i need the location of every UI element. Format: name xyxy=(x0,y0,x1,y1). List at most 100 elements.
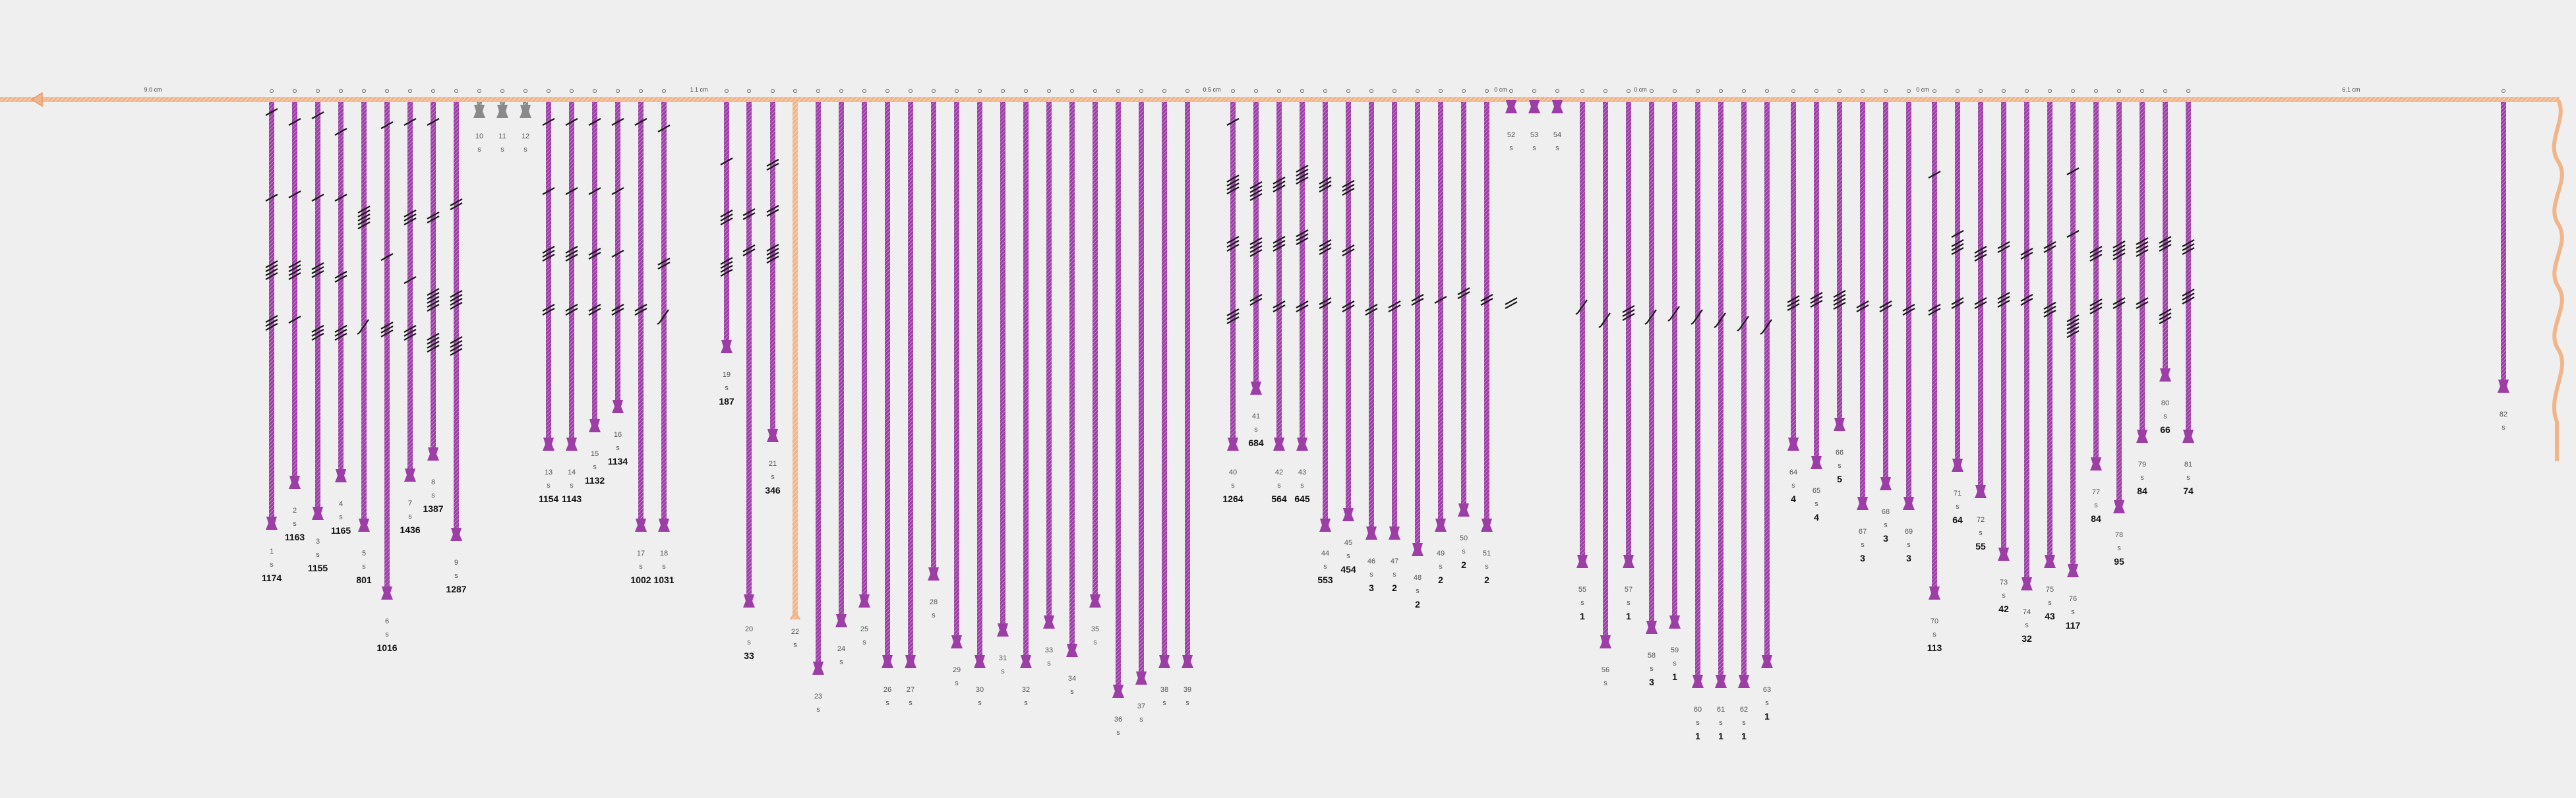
cord-end-tassel-icon xyxy=(1975,485,1987,498)
cord-spin-label: s xyxy=(1001,668,1005,675)
cord-spin-label: s xyxy=(616,444,620,452)
cord-strand xyxy=(1230,102,1236,448)
cord-end-tassel-icon xyxy=(1998,548,2010,561)
pendant-cord: 52 s xyxy=(1505,89,1518,309)
cord-end-tassel-icon xyxy=(858,594,870,608)
attachment-mark xyxy=(2501,89,2505,93)
cord-spin-label: s xyxy=(2025,621,2029,629)
cord-strand xyxy=(2070,102,2076,575)
cord-value-label: 2 xyxy=(1461,559,1466,570)
cord-number-label: 71 xyxy=(1954,490,1962,498)
cord-number-label: 44 xyxy=(1321,550,1329,557)
attachment-mark xyxy=(725,89,729,93)
cord-number-label: 77 xyxy=(2092,488,2100,496)
cord-strand xyxy=(1484,102,1489,529)
cord-value-label: 1287 xyxy=(446,584,466,594)
spacing-label: 0 cm xyxy=(1494,86,1507,93)
knot-cluster xyxy=(334,325,347,341)
attachment-mark xyxy=(1300,89,1304,93)
attachment-mark xyxy=(1580,89,1584,93)
cord-spin-label: s xyxy=(593,463,597,471)
knot-cluster xyxy=(2112,241,2126,260)
knot-cluster xyxy=(634,304,647,316)
cord-strand xyxy=(1814,102,1819,467)
cord-spin-label: s xyxy=(1907,541,1911,549)
knot-cluster xyxy=(1273,177,1286,192)
cord-end-tassel-icon xyxy=(2136,430,2148,443)
cord-spin-label: s xyxy=(431,492,435,499)
knot-cluster xyxy=(2066,314,2080,338)
knot-cluster xyxy=(2020,248,2033,260)
attachment-mark xyxy=(454,89,458,93)
cord-value-label: 1436 xyxy=(400,525,420,535)
spacing-label: 0.5 cm xyxy=(1203,86,1220,93)
cord-strand xyxy=(1932,102,1937,597)
cord-number-label: 13 xyxy=(545,469,553,476)
cord-spin-label: s xyxy=(1673,660,1677,668)
knot-cluster xyxy=(565,187,578,195)
pendant-cord: 80 s 66 xyxy=(2159,89,2172,435)
cord-strand xyxy=(338,102,344,480)
cord-strand xyxy=(592,102,597,430)
knot-cluster xyxy=(1928,171,1941,179)
knot-cluster xyxy=(611,250,624,258)
cord-end-tassel-icon xyxy=(2182,430,2194,443)
cord-spin-label: s xyxy=(270,561,274,569)
cord-spin-label: s xyxy=(1231,482,1235,490)
cord-spin-label: s xyxy=(1696,719,1700,727)
pendant-cord: 59 s 1 xyxy=(1667,89,1681,682)
cord-spin-label: s xyxy=(2163,413,2167,420)
attachment-mark xyxy=(1024,89,1028,93)
knot-cluster xyxy=(1365,304,1378,316)
cord-spin-label: s xyxy=(1932,631,1936,639)
cord-number-label: 78 xyxy=(2115,531,2123,539)
cord-spin-label: s xyxy=(725,384,729,392)
pendant-cord: 42 s 564 xyxy=(1271,89,1287,504)
cord-end-tassel-icon xyxy=(1412,543,1423,556)
knot-cluster xyxy=(334,271,347,283)
cord-number-label: 38 xyxy=(1160,686,1168,694)
attachment-mark xyxy=(955,89,959,93)
cord-number-label: 37 xyxy=(1137,702,1145,710)
cord-strand xyxy=(569,102,574,448)
attachment-mark xyxy=(1509,89,1513,93)
pendant-cord: 3 s 1155 xyxy=(308,89,328,573)
pendant-cord: 61 s 1 xyxy=(1714,89,1727,741)
cord-value-label: 1155 xyxy=(308,563,328,573)
cord-spin-label: s xyxy=(1650,665,1654,673)
pendant-cord: 7 s 1436 xyxy=(400,89,421,535)
attachment-mark xyxy=(1696,89,1700,93)
knot-cluster xyxy=(1457,287,1470,299)
knot-cluster xyxy=(1226,175,1240,194)
pendant-cord: 4 s 1165 xyxy=(331,89,351,536)
pendant-cord: 6 s 1016 xyxy=(376,89,398,653)
pendant-cord: 8 s 1387 xyxy=(423,89,444,514)
cord-spin-label: s xyxy=(747,639,751,646)
knot-cluster xyxy=(766,159,779,171)
pendant-cord: 12 s xyxy=(520,89,531,154)
cord-value-label: 684 xyxy=(1248,438,1264,448)
cord-strand xyxy=(1162,102,1167,666)
cord-end-tassel-icon xyxy=(658,519,670,532)
cord-number-label: 81 xyxy=(2184,461,2192,469)
knot-cluster xyxy=(1691,309,1703,325)
cord-strand xyxy=(2047,102,2052,565)
knot-cluster xyxy=(588,248,601,260)
attachment-mark xyxy=(2002,89,2006,93)
cord-number-label: 39 xyxy=(1183,686,1191,694)
cord-spin-label: s xyxy=(408,513,412,521)
cord-number-label: 75 xyxy=(2046,586,2054,594)
cord-value-label: 74 xyxy=(2183,486,2194,496)
pendant-cord: 71 s 64 xyxy=(1951,89,1964,525)
cord-end-tassel-icon xyxy=(1811,456,1822,469)
knot-cluster xyxy=(357,319,369,335)
knot-cluster xyxy=(311,111,324,119)
cord-spin-label: s xyxy=(1277,482,1281,490)
cord-strand xyxy=(1718,102,1723,685)
cord-number-label: 30 xyxy=(976,686,984,694)
cord-number-label: 31 xyxy=(999,654,1007,662)
cord-spin-label: s xyxy=(570,482,574,490)
cord-strand xyxy=(1883,102,1888,488)
attachment-mark xyxy=(385,89,389,93)
